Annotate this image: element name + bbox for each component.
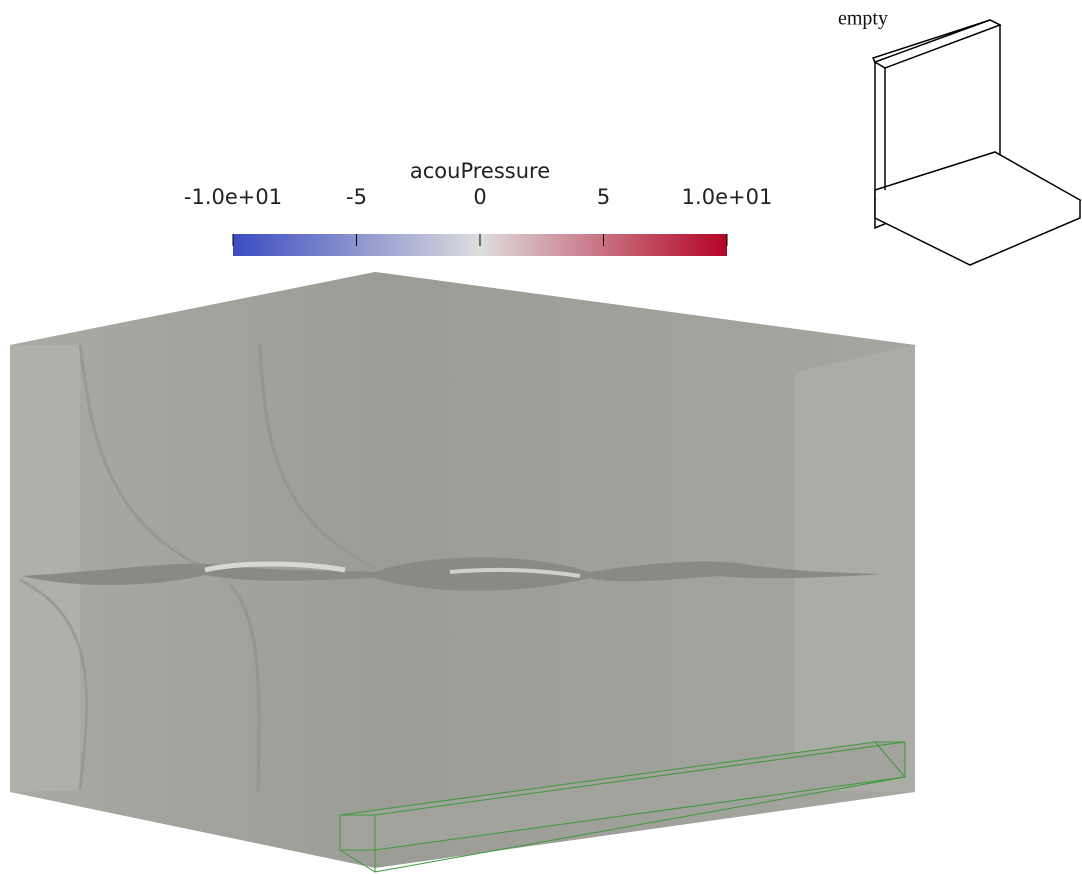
render-view: empty acouPressure -1.0e+01 -5 0 5 1.0e+01 [0, 0, 1082, 874]
page: empty acouPressure -1.0e+01-5051.0e+01 (… [0, 0, 1082, 874]
tick-label: -1.0e+01 [184, 185, 282, 209]
colorbar-title: acouPressure [410, 159, 550, 183]
tick-label: 0 [473, 185, 486, 209]
tick-label: 5 [597, 185, 610, 209]
orientation-icon [873, 20, 1080, 265]
tick-label: 1.0e+01 [682, 185, 773, 209]
orientation-label: empty [838, 8, 888, 30]
tick-label: -5 [346, 185, 367, 209]
right-side [795, 345, 915, 792]
left-side [10, 345, 80, 792]
